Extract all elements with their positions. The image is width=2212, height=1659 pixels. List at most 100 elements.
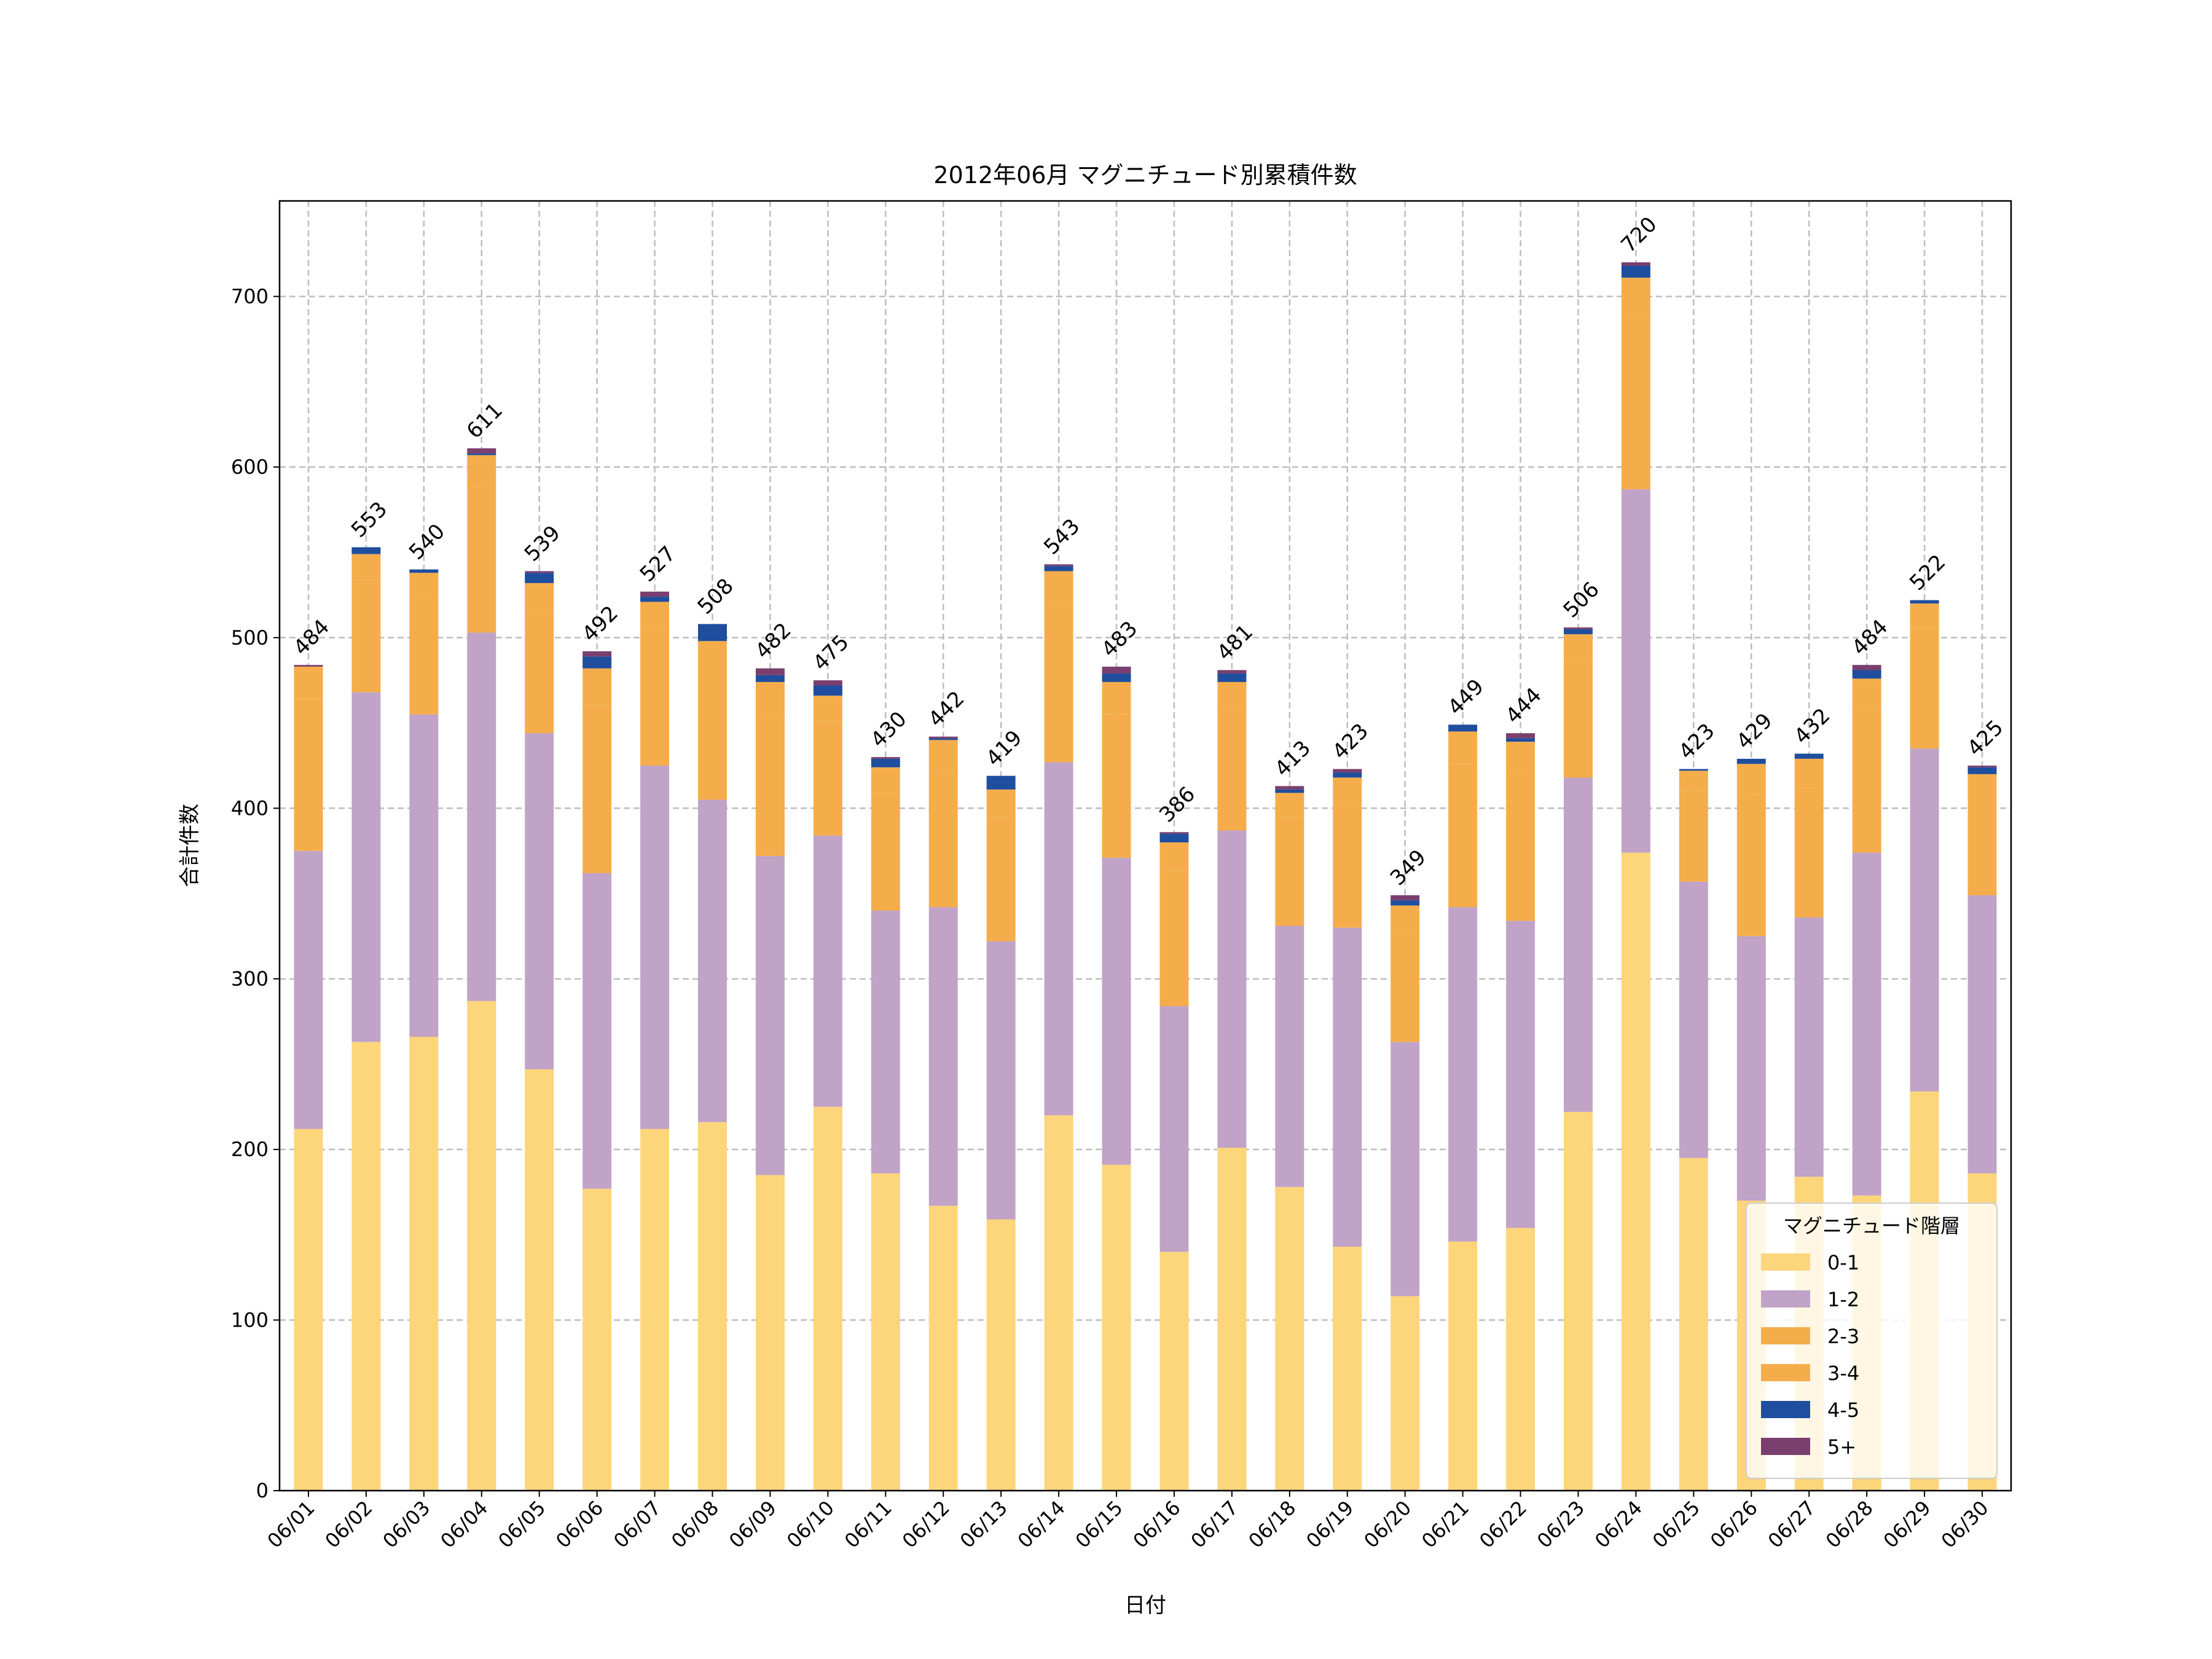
bar-segment-4-5	[1564, 629, 1593, 635]
bar-segment-2-3	[1159, 871, 1189, 1006]
bar-segment-2-3	[351, 579, 381, 692]
bar-segment-2-3	[640, 630, 670, 766]
bar-segment-3-4	[1275, 793, 1304, 817]
bar-segment-3-4	[1736, 764, 1766, 795]
bar-segment-0-1	[640, 1129, 670, 1491]
bar-segment-2-3	[294, 699, 323, 851]
legend-label: 0-1	[1827, 1251, 1859, 1274]
bar-segment-1-2	[409, 714, 439, 1037]
bar-segment-1-2	[467, 632, 496, 1002]
bar-segment-1-2	[1448, 907, 1478, 1242]
bar-segment-4-5	[1967, 767, 1997, 774]
y-tick-label: 400	[231, 796, 269, 820]
bar-segment-4-5	[582, 656, 612, 669]
bar-segment-2-3	[1506, 774, 1535, 921]
bar-segment-3-4	[525, 582, 554, 611]
bar-segment-0-1	[1102, 1164, 1131, 1491]
bar-segment-4-5	[1102, 673, 1131, 682]
bar-segment-3-4	[1217, 681, 1247, 710]
bar-segment-2-3	[1275, 817, 1304, 926]
bar-segment-0-1	[1275, 1186, 1304, 1491]
bar-segment-0-1	[813, 1107, 842, 1491]
bar-segment-4-5	[1679, 769, 1708, 771]
legend-swatch-1-2	[1761, 1290, 1810, 1308]
bar-segment-5+	[467, 448, 496, 453]
bar-segment-0-1	[1679, 1158, 1708, 1491]
bar-segment-2-3	[1448, 764, 1478, 908]
bar-segment-5+	[1044, 564, 1073, 567]
bar-segment-2-3	[1390, 929, 1420, 1042]
y-tick-label: 0	[256, 1479, 269, 1502]
bar-segment-2-3	[1102, 714, 1131, 858]
bar-segment-3-4	[1794, 758, 1824, 788]
bar-segment-0-1	[1159, 1252, 1189, 1491]
bar-segment-5+	[871, 757, 900, 759]
bar-segment-4-5	[1159, 834, 1189, 842]
y-tick-label: 200	[231, 1138, 269, 1161]
bars	[294, 262, 1997, 1491]
bar-segment-3-4	[582, 668, 612, 706]
bar-segment-0-1	[351, 1041, 381, 1491]
bar-segment-2-3	[1910, 629, 1939, 749]
bar-segment-2-3	[1852, 709, 1881, 853]
bar-segment-0-1	[1621, 852, 1650, 1491]
bar-segment-2-3	[871, 793, 900, 911]
bar-segment-1-2	[1159, 1006, 1189, 1252]
bar-segment-3-4	[1506, 742, 1535, 774]
legend-label: 5+	[1827, 1435, 1856, 1459]
bar-segment-4-5	[409, 569, 439, 573]
bar-segment-4-5	[1333, 772, 1362, 778]
bar-segment-1-2	[1679, 881, 1708, 1158]
bar-segment-0-1	[294, 1129, 323, 1491]
bar-segment-3-4	[928, 740, 958, 771]
bar-segment-5+	[1333, 769, 1362, 773]
bar-segment-5+	[1852, 665, 1881, 670]
bar-segment-4-5	[351, 547, 381, 554]
bar-segment-3-4	[1159, 842, 1189, 872]
bar-segment-0-1	[1506, 1228, 1535, 1491]
bar-segment-3-4	[1852, 678, 1881, 710]
bar-segment-3-4	[409, 573, 439, 598]
bar-segment-1-2	[1736, 936, 1766, 1201]
bar-segment-5+	[1275, 786, 1304, 790]
bar-segment-5+	[294, 665, 323, 667]
bar-segment-2-3	[1333, 804, 1362, 928]
bar-segment-1-2	[813, 835, 842, 1107]
bar-segment-0-1	[1564, 1112, 1593, 1491]
bar-segment-4-5	[1506, 738, 1535, 742]
bar-segment-1-2	[928, 907, 958, 1206]
bar-segment-2-3	[582, 705, 612, 873]
bar-segment-2-3	[755, 712, 785, 857]
bar-segment-4-5	[871, 758, 900, 767]
bar-segment-0-1	[525, 1069, 554, 1491]
bar-segment-3-4	[1044, 571, 1073, 606]
bar-segment-4-5	[755, 675, 785, 682]
bar-segment-2-3	[1736, 794, 1766, 936]
y-tick-label: 700	[231, 284, 269, 308]
bar-segment-5+	[525, 571, 554, 573]
bar-segment-4-5	[1217, 673, 1247, 682]
bar-segment-1-2	[1852, 852, 1881, 1196]
y-tick-label: 500	[231, 626, 269, 649]
plot-frame	[278, 200, 2012, 1492]
bar-segment-4-5	[640, 597, 670, 602]
bar-segment-3-4	[1564, 634, 1593, 660]
bar-segment-3-4	[1102, 681, 1131, 715]
bar-segment-2-3	[1679, 791, 1708, 882]
bar-segment-1-2	[986, 941, 1016, 1220]
bar-segment-3-4	[1679, 771, 1708, 791]
bar-segment-2-3	[813, 721, 842, 836]
bar-segment-1-2	[525, 733, 554, 1070]
bar-segment-2-3	[986, 817, 1016, 941]
bar-segment-0-1	[986, 1219, 1016, 1491]
bar-segment-3-4	[1910, 603, 1939, 629]
x-axis-label: 日付	[1124, 1593, 1166, 1618]
bar-segment-3-4	[1390, 905, 1420, 930]
bar-segment-5+	[1102, 666, 1131, 674]
bar-segment-1-2	[582, 873, 612, 1189]
bar-segment-3-4	[351, 554, 381, 580]
bar-segment-4-5	[1448, 724, 1478, 732]
bar-segment-3-4	[986, 789, 1016, 817]
bar-segment-2-3	[1564, 659, 1593, 778]
bar-segment-5+	[1217, 670, 1247, 674]
